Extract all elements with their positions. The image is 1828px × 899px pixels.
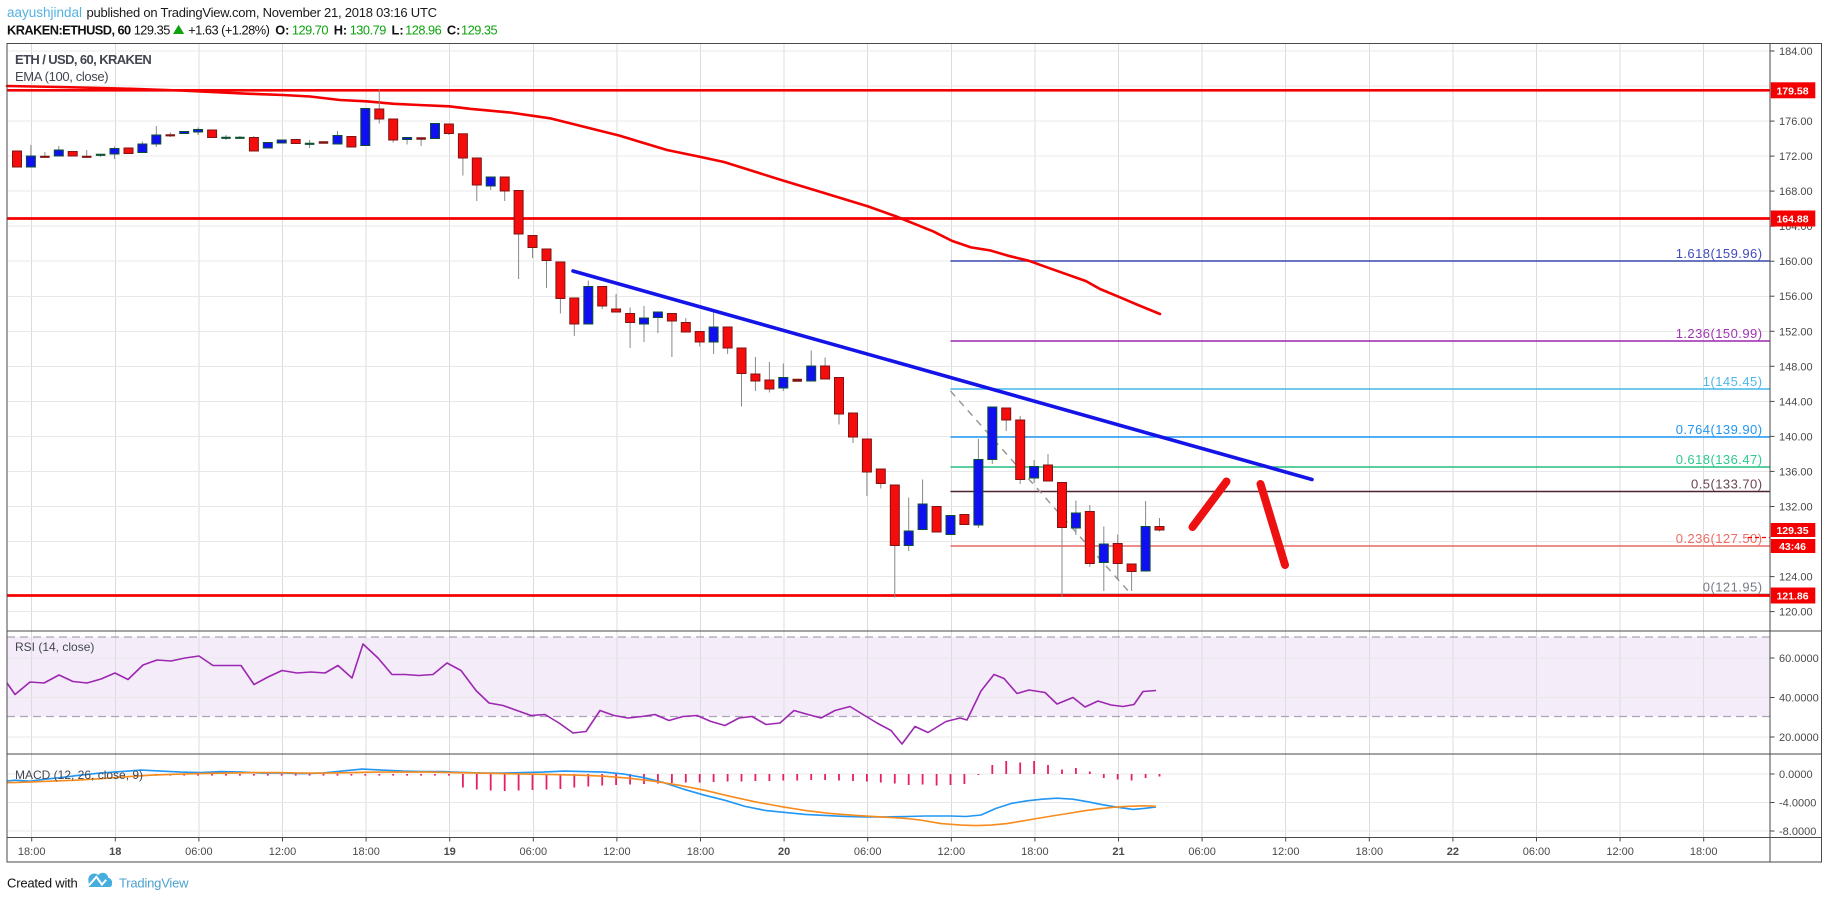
svg-text:18: 18 <box>109 846 121 858</box>
svg-text:-4.0000: -4.0000 <box>1779 798 1816 810</box>
svg-text:MACD (12, 26, close, 9): MACD (12, 26, close, 9) <box>15 768 143 782</box>
svg-text:aayushjindal: aayushjindal <box>7 5 82 20</box>
svg-text:12:00: 12:00 <box>269 846 297 858</box>
svg-text:18:00: 18:00 <box>352 846 380 858</box>
svg-text:18:00: 18:00 <box>1356 846 1384 858</box>
svg-text:152.00: 152.00 <box>1779 326 1813 338</box>
svg-text:0(121.95): 0(121.95) <box>1703 580 1763 595</box>
svg-text:0.764(139.90): 0.764(139.90) <box>1676 422 1763 437</box>
svg-text:20.0000: 20.0000 <box>1779 732 1819 744</box>
svg-text:06:00: 06:00 <box>520 846 548 858</box>
svg-text:18:00: 18:00 <box>1690 846 1718 858</box>
svg-text:Created with: Created with <box>7 876 78 891</box>
svg-text:18:00: 18:00 <box>687 846 715 858</box>
svg-text:12:00: 12:00 <box>938 846 966 858</box>
svg-text:176.00: 176.00 <box>1779 116 1813 128</box>
svg-text:C:: C: <box>447 23 461 38</box>
svg-text:21: 21 <box>1112 846 1124 858</box>
svg-text:128.96: 128.96 <box>405 23 442 38</box>
svg-text:published on TradingView.com,: published on TradingView.com, November 2… <box>87 5 437 20</box>
svg-text:140.00: 140.00 <box>1779 431 1813 443</box>
svg-text:120.00: 120.00 <box>1779 607 1813 619</box>
svg-text:0.618(136.47): 0.618(136.47) <box>1676 452 1763 467</box>
svg-text:1.618(159.96): 1.618(159.96) <box>1676 246 1763 261</box>
svg-text:129.35: 129.35 <box>461 23 498 38</box>
svg-text:RSI (14, close): RSI (14, close) <box>15 640 94 654</box>
svg-text:168.00: 168.00 <box>1779 186 1813 198</box>
svg-text:+1.63 (+1.28%): +1.63 (+1.28%) <box>188 23 269 38</box>
svg-text:12:00: 12:00 <box>603 846 631 858</box>
svg-text:18:00: 18:00 <box>1021 846 1049 858</box>
svg-text:136.00: 136.00 <box>1779 466 1813 478</box>
svg-text:40.0000: 40.0000 <box>1779 693 1819 705</box>
svg-text:18:00: 18:00 <box>18 846 46 858</box>
svg-text:160.00: 160.00 <box>1779 256 1813 268</box>
svg-text:12:00: 12:00 <box>1606 846 1634 858</box>
svg-text:-8.0000: -8.0000 <box>1779 826 1816 838</box>
svg-text:L:: L: <box>392 23 404 38</box>
svg-text:06:00: 06:00 <box>1523 846 1551 858</box>
svg-text:1(145.45): 1(145.45) <box>1703 374 1763 389</box>
svg-text:06:00: 06:00 <box>854 846 882 858</box>
svg-text:156.00: 156.00 <box>1779 291 1813 303</box>
svg-text:19: 19 <box>444 846 456 858</box>
svg-text:124.00: 124.00 <box>1779 572 1813 584</box>
svg-text:129.35: 129.35 <box>134 23 171 38</box>
svg-text:ETH / USD, 60, KRAKEN: ETH / USD, 60, KRAKEN <box>15 52 151 67</box>
svg-text:0.0000: 0.0000 <box>1779 769 1813 781</box>
svg-text:H:: H: <box>334 23 348 38</box>
svg-text:0.5(133.70): 0.5(133.70) <box>1691 477 1762 492</box>
svg-text:0.236(127.50): 0.236(127.50) <box>1676 531 1763 546</box>
svg-text:144.00: 144.00 <box>1779 396 1813 408</box>
svg-text:129.35: 129.35 <box>1776 525 1808 537</box>
svg-text:121.86: 121.86 <box>1776 591 1808 603</box>
svg-text:164.88: 164.88 <box>1776 214 1808 226</box>
svg-text:06:00: 06:00 <box>1188 846 1216 858</box>
svg-text:22: 22 <box>1447 846 1459 858</box>
svg-text:KRAKEN:ETHUSD, 60: KRAKEN:ETHUSD, 60 <box>7 23 131 38</box>
svg-text:43:46: 43:46 <box>1779 541 1806 553</box>
svg-text:12:00: 12:00 <box>1272 846 1300 858</box>
svg-text:06:00: 06:00 <box>185 846 213 858</box>
svg-text:179.58: 179.58 <box>1776 85 1808 97</box>
svg-text:O:: O: <box>275 23 289 38</box>
svg-text:EMA (100, close): EMA (100, close) <box>15 69 108 84</box>
svg-text:130.79: 130.79 <box>350 23 387 38</box>
svg-text:172.00: 172.00 <box>1779 151 1813 163</box>
svg-text:1.236(150.99): 1.236(150.99) <box>1676 326 1763 341</box>
svg-text:132.00: 132.00 <box>1779 502 1813 514</box>
svg-text:TradingView: TradingView <box>119 876 189 891</box>
svg-text:60.0000: 60.0000 <box>1779 653 1819 665</box>
svg-text:184.00: 184.00 <box>1779 46 1813 58</box>
svg-text:20: 20 <box>778 846 790 858</box>
svg-text:129.70: 129.70 <box>292 23 329 38</box>
svg-text:148.00: 148.00 <box>1779 361 1813 373</box>
